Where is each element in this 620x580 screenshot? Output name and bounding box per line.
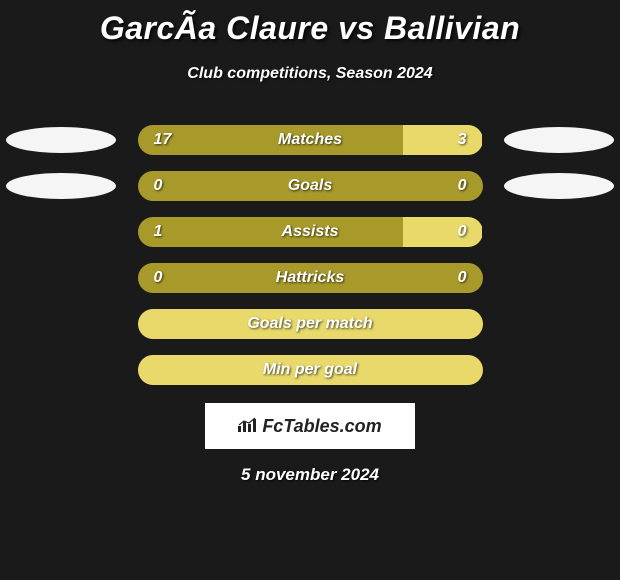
stat-row: Hattricks 0 0	[0, 263, 620, 293]
chart-icon	[238, 416, 258, 437]
stat-value-left: 1	[154, 223, 163, 241]
stat-label: Hattricks	[276, 269, 344, 287]
stat-label: Min per goal	[263, 361, 357, 379]
stat-label: Goals	[288, 177, 332, 195]
stat-bar: Assists 1 0	[138, 217, 483, 247]
stat-row: Goals 0 0	[0, 171, 620, 201]
stat-bar: Goals per match	[138, 309, 483, 339]
logo-text: FcTables.com	[262, 416, 381, 437]
stat-row: Assists 1 0	[0, 217, 620, 247]
stat-value-left: 0	[154, 177, 163, 195]
page-title: GarcÃ­a Claure vs Ballivian	[0, 0, 620, 47]
stat-value-right: 0	[458, 177, 467, 195]
stat-value-right: 0	[458, 223, 467, 241]
stat-label: Matches	[278, 131, 342, 149]
stat-bar: Matches 17 3	[138, 125, 483, 155]
player-left-ellipse	[6, 127, 116, 153]
stat-bar: Goals 0 0	[138, 171, 483, 201]
stat-row: Goals per match	[0, 309, 620, 339]
stat-row: Min per goal	[0, 355, 620, 385]
stat-value-right: 3	[458, 131, 467, 149]
logo-box: FcTables.com	[205, 403, 415, 449]
logo: FcTables.com	[238, 416, 381, 437]
player-right-ellipse	[504, 127, 614, 153]
bar-right-segment	[403, 125, 482, 155]
stat-value-left: 0	[154, 269, 163, 287]
stat-row: Matches 17 3	[0, 125, 620, 155]
stat-bar: Min per goal	[138, 355, 483, 385]
page-subtitle: Club competitions, Season 2024	[0, 65, 620, 83]
player-right-ellipse	[504, 173, 614, 199]
bar-left-segment	[138, 217, 404, 247]
stat-label: Goals per match	[247, 315, 372, 333]
stat-bar: Hattricks 0 0	[138, 263, 483, 293]
bar-right-segment	[403, 217, 482, 247]
stat-value-right: 0	[458, 269, 467, 287]
player-left-ellipse	[6, 173, 116, 199]
comparison-chart: Matches173Goals00Assists10Hattricks00Goa…	[0, 125, 620, 385]
stat-label: Assists	[282, 223, 339, 241]
date-label: 5 november 2024	[0, 465, 620, 485]
bar-left-segment	[138, 125, 404, 155]
stat-value-left: 17	[154, 131, 172, 149]
